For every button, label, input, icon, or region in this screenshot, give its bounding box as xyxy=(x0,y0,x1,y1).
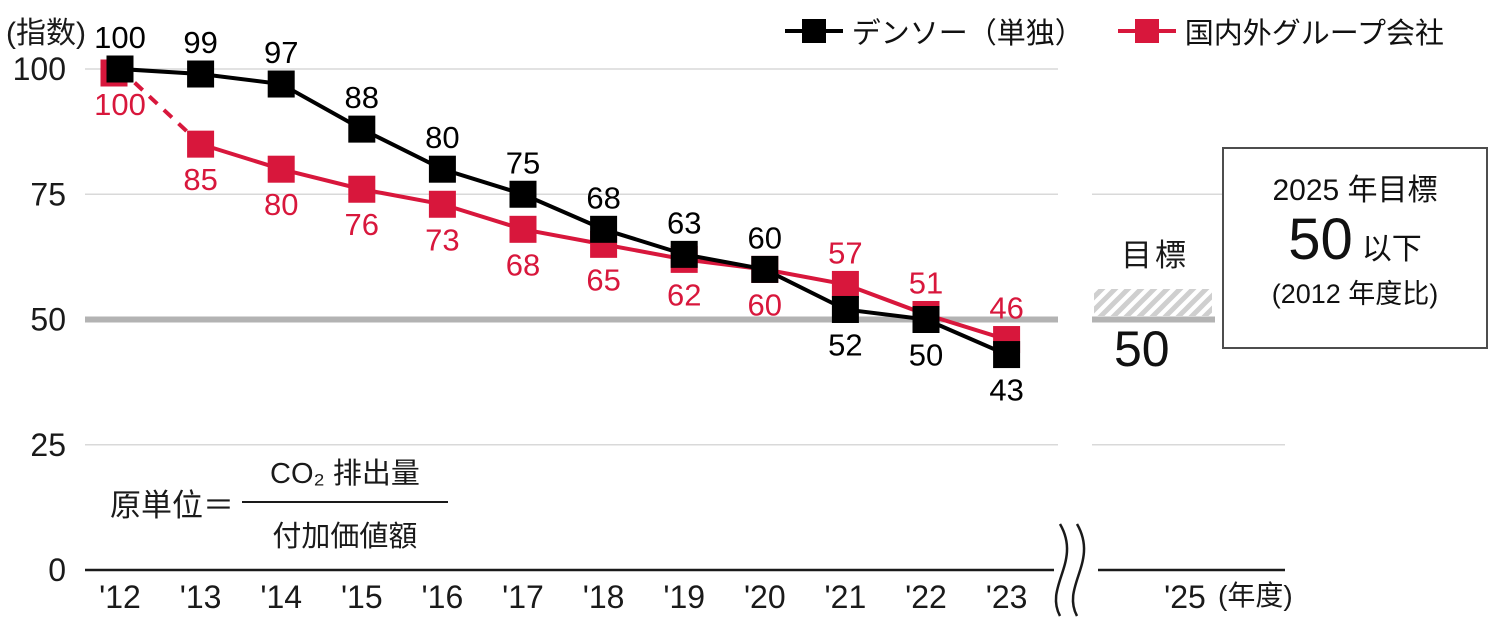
data-label: 62 xyxy=(667,277,701,312)
data-point-marker xyxy=(106,55,134,83)
x-tick-label-future: '25 xyxy=(1164,579,1206,615)
data-label: 51 xyxy=(909,265,943,300)
y-tick-label: 0 xyxy=(48,552,66,588)
data-point-marker xyxy=(590,215,618,243)
data-point-marker xyxy=(187,130,215,158)
intensity-formula: 原単位＝ CO₂ 排出量 付加価値額 xyxy=(110,450,448,555)
data-point-marker xyxy=(912,306,940,333)
formula-lhs: 原単位＝ xyxy=(110,488,234,523)
data-label: 73 xyxy=(425,222,459,257)
legend-marker-icon xyxy=(784,18,843,44)
data-label: 76 xyxy=(345,207,379,242)
data-label: 57 xyxy=(828,235,862,270)
axis-break-mark-1 xyxy=(1054,523,1069,617)
data-label: 97 xyxy=(264,35,298,70)
data-label: 68 xyxy=(586,180,620,215)
formula-fraction: CO₂ 排出量 付加価値額 xyxy=(242,450,448,555)
x-tick-label: '22 xyxy=(905,579,947,615)
target-box-value: 50 xyxy=(1288,207,1353,272)
series-line-0 xyxy=(119,67,1008,357)
x-tick-label: '16 xyxy=(422,579,464,615)
data-point-marker xyxy=(670,240,698,268)
data-label: 63 xyxy=(667,205,701,240)
y-tick-label: 100 xyxy=(13,51,66,87)
data-point-marker xyxy=(509,180,537,208)
axis-break-mark-2 xyxy=(1071,523,1086,617)
legend-item-denso-standalone: デンソー（単独） xyxy=(784,10,1084,52)
x-axis-unit-label: (年度) xyxy=(1218,580,1293,611)
x-tick-label: '13 xyxy=(180,579,222,615)
data-label: 65 xyxy=(586,262,620,297)
target-box-basis: (2012 年度比) xyxy=(1271,278,1439,309)
data-label: 50 xyxy=(909,338,943,373)
formula-denominator: 付加価値額 xyxy=(272,521,418,553)
data-label: 80 xyxy=(425,120,459,155)
data-point-marker xyxy=(187,60,215,88)
target-annotation-box: 2025 年目標 50 以下 (2012 年度比) xyxy=(1222,147,1488,349)
x-tick-label: '19 xyxy=(663,579,705,615)
legend-item-group-companies: 国内外グループ会社 xyxy=(1117,10,1444,52)
data-label: 75 xyxy=(506,145,540,180)
x-tick-label: '15 xyxy=(341,579,383,615)
target-box-value-row: 50 以下 xyxy=(1224,207,1486,272)
data-point-marker xyxy=(267,70,295,98)
data-label: 85 xyxy=(183,162,217,197)
data-label: 100 xyxy=(94,87,146,122)
x-tick-label: '20 xyxy=(744,579,786,615)
x-tick-label: '12 xyxy=(99,579,141,615)
data-label: 46 xyxy=(989,291,1023,326)
x-tick-label: '18 xyxy=(583,579,625,615)
data-point-marker xyxy=(509,215,537,243)
legend-label: 国内外グループ会社 xyxy=(1184,18,1444,50)
data-label: 52 xyxy=(828,327,862,362)
data-label: 60 xyxy=(748,220,782,255)
target-value: 50 xyxy=(1114,321,1170,377)
target-box-title: 2025 年目標 xyxy=(1272,174,1438,207)
x-tick-label: '23 xyxy=(986,579,1028,615)
legend: デンソー（単独） 国内外グループ会社 xyxy=(784,10,1444,52)
y-axis-unit-label: (指数) xyxy=(6,17,86,50)
data-point-marker xyxy=(751,255,779,283)
data-label: 100 xyxy=(94,20,146,55)
x-tick-label: '14 xyxy=(260,579,302,615)
data-label: 88 xyxy=(345,80,379,115)
data-label: 99 xyxy=(183,25,217,60)
legend-label: デンソー（単独） xyxy=(851,18,1084,50)
data-point-marker xyxy=(348,115,376,143)
data-label: 80 xyxy=(264,187,298,222)
legend-marker-icon xyxy=(1117,18,1176,44)
data-point-marker xyxy=(428,155,456,183)
data-point-marker xyxy=(831,270,859,298)
data-label: 43 xyxy=(989,373,1023,408)
data-point-marker xyxy=(831,295,859,323)
target-label: 目標 xyxy=(1121,238,1189,273)
formula-numerator: CO₂ 排出量 xyxy=(242,450,448,503)
x-tick-label: '17 xyxy=(502,579,544,615)
data-point-marker xyxy=(348,175,376,203)
y-tick-label: 25 xyxy=(30,427,66,463)
y-tick-label: 75 xyxy=(30,176,66,212)
y-tick-label: 50 xyxy=(30,302,66,338)
data-point-marker xyxy=(267,155,295,183)
data-label: 68 xyxy=(506,247,540,282)
data-point-marker xyxy=(993,341,1021,369)
target-box-suffix: 以下 xyxy=(1361,233,1422,266)
target-hatch-band xyxy=(1094,289,1212,316)
x-tick-label: '21 xyxy=(825,579,867,615)
data-label: 60 xyxy=(748,287,782,322)
data-point-marker xyxy=(428,190,456,218)
